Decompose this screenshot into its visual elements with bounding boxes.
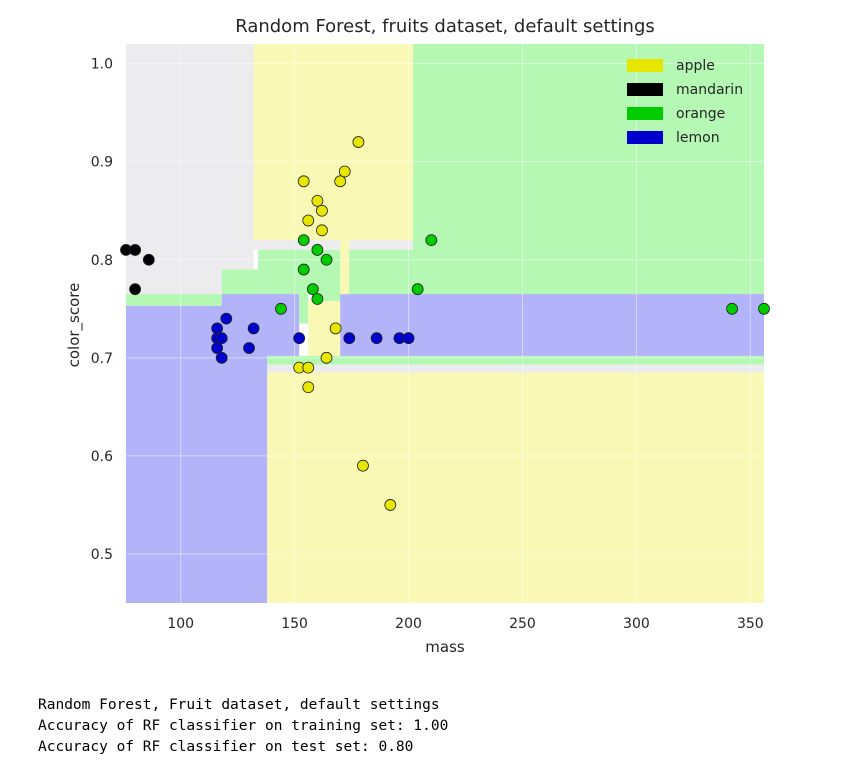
point-mandarin-1 — [129, 244, 142, 256]
region-orange-3 — [126, 294, 222, 306]
point-orange-3 — [297, 263, 310, 276]
point-apple-6 — [338, 165, 351, 178]
random-forest-chart: Random Forest, fruits dataset, default s… — [65, 16, 770, 656]
x-tick-label-350: 350 — [737, 616, 764, 632]
region-orange-6 — [221, 269, 259, 295]
point-lemon-9 — [343, 332, 356, 345]
console-line-title: Random Forest, Fruit dataset, default se… — [38, 697, 440, 713]
point-lemon-0 — [211, 322, 224, 335]
legend: apple mandarin orange lemon — [627, 58, 743, 146]
point-apple-0 — [297, 175, 310, 188]
y-tick-label-0.6: 0.6 — [91, 449, 113, 465]
x-axis-ticks: 100 150 200 250 300 350 — [167, 616, 763, 632]
point-apple-13 — [357, 459, 369, 472]
point-apple-1 — [302, 214, 315, 227]
x-axis-label: mass — [425, 638, 465, 656]
x-tick-label-200: 200 — [395, 616, 422, 632]
point-orange-9 — [726, 302, 738, 315]
point-lemon-2 — [211, 342, 224, 354]
x-tick-label-150: 150 — [281, 616, 308, 632]
point-mandarin-3 — [129, 283, 142, 296]
point-lemon-12 — [402, 332, 415, 345]
point-apple-5 — [334, 175, 347, 188]
x-tick-label-300: 300 — [623, 616, 650, 632]
point-lemon-8 — [293, 332, 306, 345]
y-tick-label-1: 1.0 — [91, 57, 113, 73]
point-lemon-5 — [220, 312, 233, 325]
point-mandarin-2 — [142, 253, 155, 266]
region-mandarin-9 — [267, 364, 764, 373]
point-orange-4 — [306, 283, 319, 296]
legend-swatch-lemon — [627, 131, 663, 144]
region-orange-10 — [267, 355, 764, 365]
x-tick-label-250: 250 — [509, 616, 536, 632]
point-orange-0 — [297, 234, 310, 247]
chart-title: Random Forest, fruits dataset, default s… — [235, 16, 655, 37]
y-axis-label: color_score — [65, 283, 84, 368]
point-apple-7 — [352, 136, 365, 148]
y-axis-ticks: 0.5 0.6 0.7 0.8 0.9 1.0 — [91, 57, 113, 563]
point-lemon-3 — [215, 332, 228, 345]
point-lemon-4 — [215, 351, 228, 364]
region-apple-1 — [253, 44, 414, 241]
point-orange-2 — [320, 253, 333, 266]
point-orange-6 — [275, 302, 287, 315]
region-orange-2 — [413, 44, 764, 295]
point-apple-2 — [311, 195, 324, 207]
point-apple-12 — [329, 322, 342, 335]
grid-lines — [126, 44, 764, 603]
point-lemon-6 — [243, 342, 255, 354]
y-tick-label-0.5: 0.5 — [91, 547, 113, 563]
legend-label-orange: orange — [676, 106, 725, 122]
point-orange-8 — [425, 234, 438, 247]
legend-swatch-orange — [627, 107, 663, 120]
region-lemon-15 — [340, 294, 764, 356]
decision-regions — [126, 44, 764, 603]
legend-swatch-apple — [627, 59, 663, 72]
y-tick-label-0.8: 0.8 — [91, 253, 113, 269]
y-tick-label-0.7: 0.7 — [91, 351, 113, 367]
point-orange-10 — [758, 302, 770, 315]
legend-label-apple: apple — [676, 58, 715, 74]
point-orange-5 — [311, 293, 324, 305]
region-mandarin-4 — [253, 240, 414, 250]
point-apple-14 — [384, 499, 397, 511]
point-apple-10 — [302, 381, 315, 394]
region-lemon-11 — [221, 294, 300, 356]
region-apple-8 — [267, 372, 764, 603]
data-points — [120, 136, 770, 511]
point-apple-9 — [302, 361, 315, 374]
console-line-test-accuracy: Accuracy of RF classifier on test set: 0… — [38, 739, 414, 755]
point-apple-11 — [320, 351, 333, 364]
legend-label-lemon: lemon — [676, 130, 720, 146]
point-lemon-10 — [370, 332, 383, 345]
console-output: Random Forest, Fruit dataset, default se… — [38, 695, 448, 758]
region-orange-12 — [299, 294, 309, 324]
point-orange-1 — [311, 244, 324, 256]
region-apple-16 — [340, 240, 350, 295]
legend-label-mandarin: mandarin — [676, 82, 743, 98]
legend-swatch-mandarin — [627, 83, 663, 96]
y-tick-label-0.9: 0.9 — [91, 155, 113, 171]
point-orange-7 — [411, 283, 424, 296]
point-apple-3 — [316, 204, 328, 217]
point-apple-4 — [316, 224, 328, 237]
region-mandarin-0 — [126, 44, 254, 295]
point-lemon-7 — [247, 322, 260, 335]
console-line-train-accuracy: Accuracy of RF classifier on training se… — [38, 718, 449, 734]
x-tick-label-100: 100 — [167, 616, 194, 632]
